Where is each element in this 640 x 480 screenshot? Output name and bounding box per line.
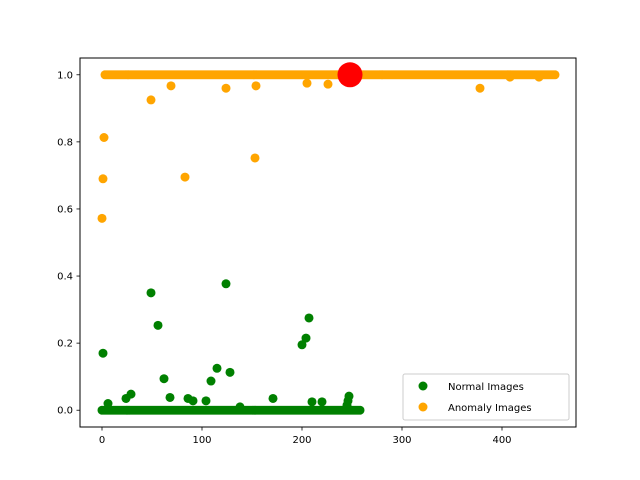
data-point [126, 389, 136, 399]
data-point [550, 70, 560, 80]
data-point [97, 213, 107, 223]
data-point [297, 340, 307, 350]
data-point [317, 397, 327, 407]
legend: Normal Images Anomaly Images [402, 373, 570, 421]
y-tick-label: 0.6 [57, 204, 73, 215]
x-tick-label: 400 [492, 435, 511, 446]
data-point [153, 320, 163, 330]
data-point [268, 393, 278, 403]
data-point [221, 83, 231, 93]
x-tick-label: 200 [292, 435, 311, 446]
data-point [307, 397, 317, 407]
legend-marker-anomaly [418, 402, 428, 412]
x-tick-label: 300 [392, 435, 411, 446]
data-point [212, 363, 222, 373]
data-point [250, 153, 260, 163]
y-tick-label: 1.0 [57, 70, 73, 81]
series-normal [97, 279, 365, 415]
data-point [201, 396, 211, 406]
data-point [221, 279, 231, 289]
x-tick-label: 100 [192, 435, 211, 446]
y-tick-label: 0.4 [57, 272, 73, 283]
data-point [534, 72, 544, 82]
data-point [188, 396, 198, 406]
data-point [146, 95, 156, 105]
data-point [355, 405, 365, 415]
data-point [206, 376, 216, 386]
data-point [225, 367, 235, 377]
plot-points [97, 62, 560, 415]
data-point [98, 348, 108, 358]
data-point [251, 81, 261, 91]
y-tick-label: 0.0 [57, 406, 73, 417]
y-axis: 0.0 0.2 0.4 0.6 0.8 1.0 [57, 70, 80, 417]
y-tick-label: 0.8 [57, 137, 73, 148]
data-point [98, 174, 108, 184]
series-anomaly [97, 70, 560, 223]
data-point [165, 392, 175, 402]
plot-frame [79, 57, 577, 428]
legend-box [402, 373, 570, 421]
x-tick-label: 0 [99, 435, 105, 446]
data-point [146, 288, 156, 298]
data-point [166, 81, 176, 91]
data-point [99, 133, 109, 142]
data-point [302, 78, 312, 88]
data-point [475, 83, 485, 93]
data-point [103, 399, 113, 409]
data-point [301, 333, 311, 343]
legend-label-anomaly: Anomaly Images [448, 403, 532, 414]
data-point [344, 391, 354, 401]
data-point [505, 72, 515, 82]
highlight-point [337, 62, 363, 88]
data-point [159, 374, 169, 384]
data-point [180, 172, 190, 182]
data-point [304, 313, 314, 323]
x-axis: 0 100 200 300 400 [99, 427, 512, 446]
data-point [323, 79, 333, 89]
legend-label-normal: Normal Images [448, 382, 524, 393]
legend-marker-normal [418, 381, 428, 391]
data-point [235, 402, 245, 412]
y-tick-label: 0.2 [57, 339, 73, 350]
